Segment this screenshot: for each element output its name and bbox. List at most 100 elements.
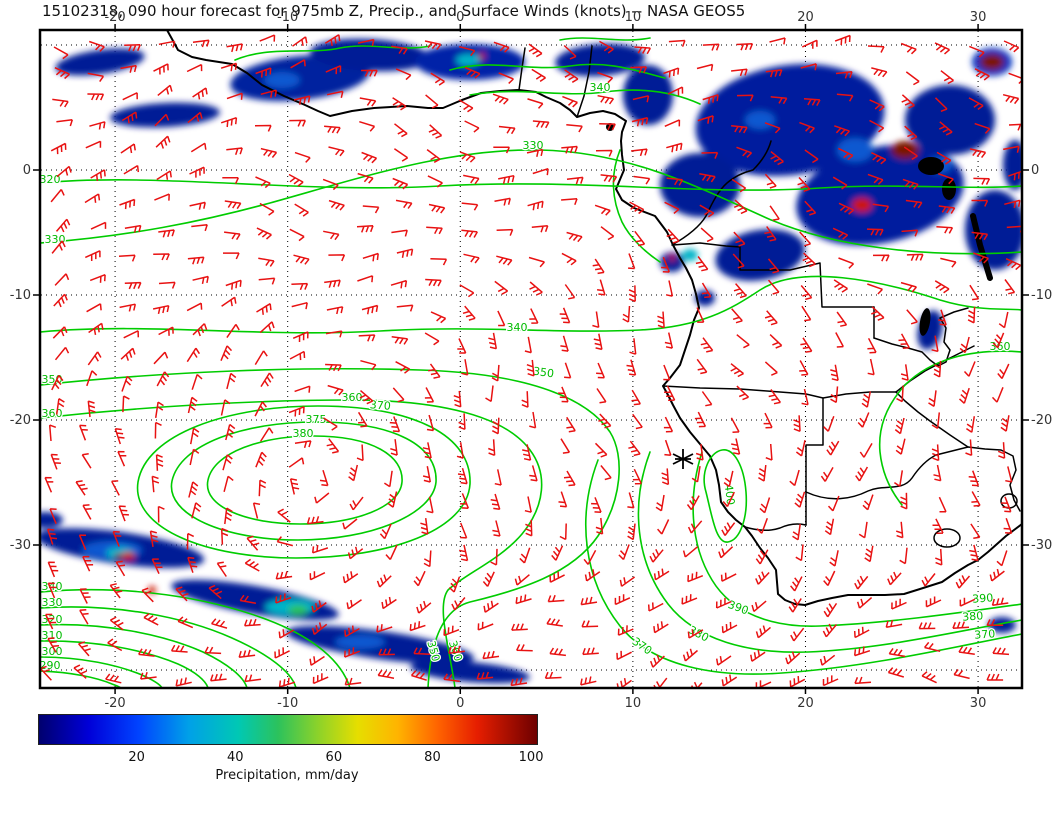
wind-barb [1008,170,1021,181]
lat-label-right: -30 [1031,538,1052,553]
wind-barb [969,544,979,562]
wind-barb [54,273,70,286]
wind-barb [73,664,88,679]
wind-barb [931,412,941,430]
wind-barb [649,548,664,563]
colorbar-tick-label: 60 [325,750,343,765]
wind-barb [973,177,991,185]
wind-barb [306,516,324,525]
wind-barb [792,523,801,541]
wind-barb [490,548,498,566]
wind-barb [682,546,699,558]
forecast-map: 3203303303403403503603703753803503603403… [41,31,1021,687]
wind-barb [566,124,583,133]
wind-barb [322,178,339,191]
wind-barb [701,391,713,407]
wind-barb [566,416,576,433]
wind-barb [158,229,175,238]
contour-label: 350 [532,365,555,381]
wind-barb [991,597,1009,607]
wind-barb [633,175,651,185]
wind-barb [325,363,342,372]
wind-barb [191,223,208,232]
lakes [942,178,956,200]
contour-label: 360 [342,391,363,404]
wind-barb [121,375,133,392]
wind-barb [155,454,164,471]
wind-barb [115,560,126,577]
contour-label: 390 [972,591,994,605]
wind-barb [186,302,203,312]
wind-barb [687,520,703,534]
wind-barb [153,63,169,75]
wind-barb [891,598,907,610]
wind-barb [87,351,102,366]
wind-barb [686,495,700,511]
country-borders [967,446,1021,512]
wind-barb [392,387,405,403]
wind-barb [260,147,278,158]
wind-barb [422,466,432,483]
wind-barb [731,438,741,455]
height-contours [637,451,1021,653]
wind-barb [119,198,136,210]
precipitation-shading [115,553,121,559]
wind-barb [187,256,205,265]
wind-barb [524,336,532,354]
height-contours [41,640,209,687]
wind-barb [835,70,853,79]
wind-barb [510,677,528,687]
wind-barb [220,62,238,72]
wind-barb [326,306,344,315]
wind-barb [459,544,469,562]
wind-barb [531,68,546,83]
wind-barb [52,326,68,339]
wind-barb [81,453,92,469]
wind-barb [928,390,937,407]
precipitation-shading [456,54,480,66]
lakes [919,308,931,336]
wind-barb [187,556,198,573]
wind-barb [896,385,904,403]
wind-barb [395,361,411,374]
wind-barb [521,391,529,408]
wind-barb [931,335,939,353]
wind-barb [903,146,918,161]
wind-barb [89,273,106,283]
wind-barb [416,600,432,614]
wind-barb [699,204,715,218]
wind-barb [856,597,873,609]
wind-barb [84,193,101,204]
precipitation-shading [745,111,775,129]
lakes [606,123,956,336]
wind-barb [291,282,309,291]
wind-barb [118,505,129,522]
wind-barb [357,411,368,428]
wind-barb [327,384,344,396]
wind-barb [252,502,261,519]
wind-barb [278,677,296,687]
wind-barb [191,502,202,519]
wind-barb [496,255,513,266]
wind-barb [835,332,844,348]
wind-barb [934,42,950,55]
wind-barb [826,440,840,456]
wind-barb [309,571,326,581]
wind-barb [691,465,701,483]
wind-barb [663,364,671,381]
wind-barb [288,457,305,468]
wind-barb [188,481,199,498]
wind-barb [54,346,70,361]
wind-barb [937,172,954,185]
wind-barb [482,650,500,660]
wind-barb [799,121,815,134]
wind-barb [955,575,971,589]
wind-barb [765,69,783,78]
wind-barb [940,70,954,85]
wind-barb [391,336,409,345]
wind-barb [278,629,295,639]
wind-barb [55,218,71,233]
height-contours [449,63,666,79]
wind-barb [259,34,276,42]
wind-barb [223,252,240,260]
